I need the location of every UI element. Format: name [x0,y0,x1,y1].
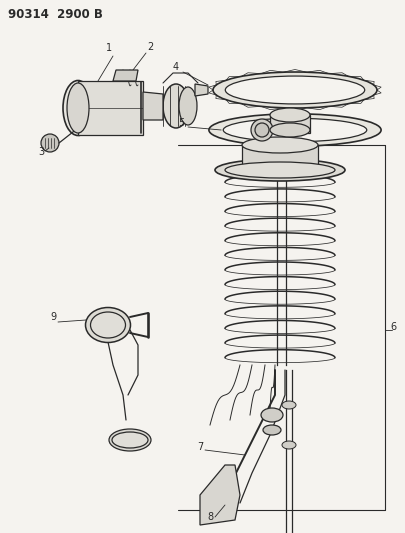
Ellipse shape [179,87,197,125]
Ellipse shape [213,72,377,108]
Ellipse shape [90,312,126,338]
Text: 4: 4 [173,62,179,72]
Ellipse shape [85,308,130,343]
Text: 9: 9 [50,312,56,322]
Polygon shape [113,70,138,81]
Polygon shape [195,84,208,96]
Text: 90314  2900 B: 90314 2900 B [8,8,103,21]
Text: 2: 2 [147,42,153,52]
Text: 3: 3 [38,147,44,157]
Ellipse shape [112,432,148,448]
Circle shape [251,119,273,141]
Ellipse shape [209,114,381,146]
Ellipse shape [270,108,310,122]
Text: 5: 5 [178,118,184,128]
Polygon shape [78,81,143,135]
Circle shape [41,134,59,152]
Text: 1: 1 [106,43,112,53]
Ellipse shape [263,425,281,435]
Ellipse shape [223,118,367,142]
Ellipse shape [67,83,89,133]
Polygon shape [200,465,240,525]
Polygon shape [242,145,318,170]
Ellipse shape [63,80,93,135]
Ellipse shape [215,159,345,181]
Bar [270,115,310,133]
Ellipse shape [261,408,283,422]
Circle shape [255,123,269,137]
Ellipse shape [163,84,189,128]
Text: 8: 8 [207,512,213,522]
Text: 7: 7 [197,442,203,452]
Ellipse shape [225,162,335,178]
Ellipse shape [282,441,296,449]
Ellipse shape [109,429,151,451]
Ellipse shape [282,401,296,409]
Ellipse shape [242,137,318,153]
Ellipse shape [270,123,310,137]
Polygon shape [143,92,163,120]
Ellipse shape [225,76,364,104]
Text: 6: 6 [390,322,396,332]
